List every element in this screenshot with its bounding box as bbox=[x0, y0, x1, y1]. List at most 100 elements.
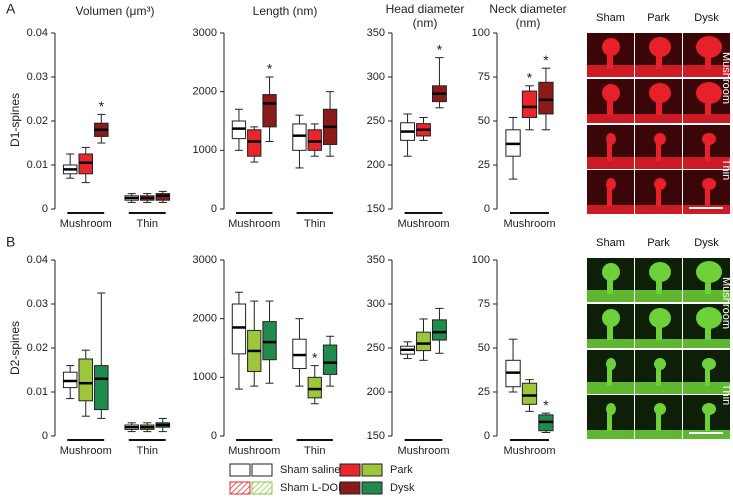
spine-head bbox=[602, 84, 620, 102]
spine-head bbox=[649, 308, 671, 328]
legend-swatch bbox=[361, 463, 383, 477]
image-column-label: Sham bbox=[596, 237, 625, 249]
legend-swatch bbox=[229, 463, 251, 477]
box bbox=[322, 344, 338, 375]
dendrite bbox=[587, 290, 634, 302]
spine-head bbox=[702, 178, 716, 190]
x-tick-label: Mushroom bbox=[398, 218, 450, 230]
box bbox=[231, 303, 247, 355]
y-tick-label: 300 bbox=[367, 71, 385, 83]
spine-neck bbox=[607, 411, 612, 431]
box bbox=[521, 382, 538, 405]
box bbox=[307, 376, 322, 399]
spine-head bbox=[606, 358, 616, 370]
spine-head bbox=[654, 133, 666, 145]
dendrite bbox=[587, 430, 634, 439]
spine-neck bbox=[705, 95, 711, 115]
chart-title: (nm) bbox=[516, 16, 541, 30]
spine-head bbox=[606, 178, 616, 190]
spine-head bbox=[702, 133, 716, 145]
spine-neck bbox=[656, 320, 662, 340]
y-tick-label: 3000 bbox=[193, 254, 217, 266]
image-column-label: Sham bbox=[596, 12, 625, 24]
spine-neck bbox=[607, 95, 613, 115]
dendrite bbox=[587, 382, 634, 394]
image-column-label: Park bbox=[647, 237, 670, 249]
spine-neck bbox=[656, 274, 662, 294]
image-column-label: Park bbox=[647, 12, 670, 24]
x-tick-label: Mushroom bbox=[398, 445, 450, 457]
chart-title: Volumen (μm³) bbox=[76, 4, 155, 18]
dendrite bbox=[635, 430, 682, 439]
spine-neck bbox=[607, 141, 612, 161]
image-row-label: Mushroom bbox=[720, 52, 732, 104]
dendrite bbox=[635, 65, 682, 77]
dendrite bbox=[635, 382, 682, 394]
dendrite bbox=[587, 339, 634, 348]
legend-swatch bbox=[339, 481, 361, 495]
box bbox=[307, 129, 322, 151]
spine-head bbox=[696, 307, 722, 329]
row-label: D2-spines bbox=[8, 321, 22, 375]
legend-swatch bbox=[229, 481, 251, 495]
dendrite bbox=[635, 205, 682, 214]
box bbox=[432, 319, 447, 341]
spine-head bbox=[654, 403, 666, 415]
x-tick-label: Mushroom bbox=[228, 218, 280, 230]
y-tick-label: 0.01 bbox=[27, 159, 48, 171]
dendrite bbox=[683, 114, 730, 123]
significance-label: * bbox=[312, 349, 318, 365]
dendrite bbox=[635, 114, 682, 123]
box bbox=[292, 123, 307, 151]
legend-swatch bbox=[361, 481, 383, 495]
x-tick-label: Mushroom bbox=[504, 218, 556, 230]
y-tick-label: 0.04 bbox=[27, 27, 48, 39]
significance-label: * bbox=[527, 70, 533, 86]
significance-label: * bbox=[267, 61, 273, 77]
spine-neck bbox=[656, 366, 661, 386]
significance-label: * bbox=[437, 41, 443, 57]
spine-neck bbox=[705, 274, 711, 294]
legend-swatch bbox=[251, 463, 273, 477]
spine-head bbox=[649, 37, 671, 57]
y-tick-label: 150 bbox=[367, 203, 385, 215]
panel-label: A bbox=[6, 1, 16, 17]
x-tick-label: Thin bbox=[304, 445, 325, 457]
x-tick-label: Mushroom bbox=[60, 445, 112, 457]
spine-neck bbox=[705, 366, 710, 386]
spine-head bbox=[606, 403, 616, 415]
spine-neck bbox=[656, 49, 662, 69]
x-tick-label: Mushroom bbox=[228, 445, 280, 457]
y-tick-label: 25 bbox=[478, 159, 490, 171]
dendrite bbox=[587, 65, 634, 77]
spine-neck bbox=[656, 95, 662, 115]
spine-head bbox=[602, 309, 620, 327]
legend-swatch bbox=[339, 463, 361, 477]
dendrite bbox=[683, 382, 730, 394]
image-row-label: Thin bbox=[720, 159, 732, 180]
y-tick-label: 350 bbox=[367, 254, 385, 266]
dendrite bbox=[683, 205, 730, 214]
y-tick-label: 250 bbox=[367, 342, 385, 354]
legend-swatch bbox=[251, 481, 273, 495]
box bbox=[247, 129, 262, 157]
y-tick-label: 200 bbox=[367, 386, 385, 398]
y-tick-label: 150 bbox=[367, 430, 385, 442]
chart-title: (nm) bbox=[413, 16, 438, 30]
y-tick-label: 0.03 bbox=[27, 71, 48, 83]
dendrite bbox=[683, 157, 730, 169]
y-tick-label: 200 bbox=[367, 159, 385, 171]
dendrite bbox=[683, 430, 730, 439]
y-tick-label: 2000 bbox=[193, 86, 217, 98]
box bbox=[262, 94, 277, 128]
dendrite bbox=[587, 157, 634, 169]
box bbox=[262, 321, 277, 361]
spine-neck bbox=[607, 274, 613, 294]
y-tick-label: 100 bbox=[472, 27, 490, 39]
y-tick-label: 300 bbox=[367, 298, 385, 310]
y-tick-label: 350 bbox=[367, 27, 385, 39]
box bbox=[94, 365, 109, 411]
spine-neck bbox=[607, 186, 612, 206]
significance-label: * bbox=[543, 52, 549, 68]
